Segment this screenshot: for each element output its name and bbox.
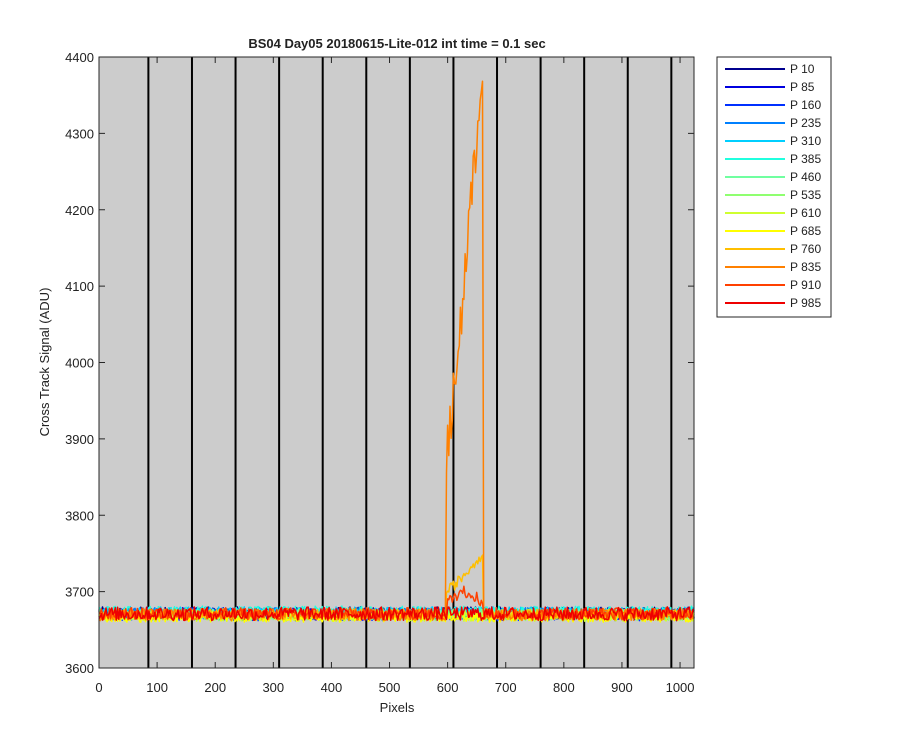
legend-label: P 760 bbox=[790, 242, 821, 256]
y-tick-label: 4100 bbox=[65, 279, 94, 294]
x-tick-label: 500 bbox=[379, 680, 401, 695]
legend-label: P 310 bbox=[790, 134, 821, 148]
x-tick-label: 200 bbox=[204, 680, 226, 695]
y-axis-label: Cross Track Signal (ADU) bbox=[37, 288, 52, 437]
y-tick-label: 4000 bbox=[65, 356, 94, 371]
legend-label: P 85 bbox=[790, 80, 815, 94]
x-tick-label: 1000 bbox=[666, 680, 695, 695]
y-tick-label: 4300 bbox=[65, 126, 94, 141]
legend-box bbox=[716, 56, 832, 318]
x-tick-label: 600 bbox=[437, 680, 459, 695]
legend-label: P 160 bbox=[790, 98, 821, 112]
legend-label: P 610 bbox=[790, 206, 821, 220]
x-tick-label: 100 bbox=[146, 680, 168, 695]
x-tick-label: 400 bbox=[321, 680, 343, 695]
x-tick-label: 800 bbox=[553, 680, 575, 695]
y-tick-label: 4200 bbox=[65, 203, 94, 218]
x-tick-label: 900 bbox=[611, 680, 633, 695]
legend-label: P 985 bbox=[790, 296, 821, 310]
y-tick-label: 4400 bbox=[65, 50, 94, 65]
series-layer bbox=[98, 80, 695, 623]
legend-label: P 685 bbox=[790, 224, 821, 238]
series-line bbox=[98, 606, 695, 622]
x-tick-label: 300 bbox=[262, 680, 284, 695]
legend-label: P 910 bbox=[790, 278, 821, 292]
y-tick-label: 3700 bbox=[65, 585, 94, 600]
y-tick-label: 3900 bbox=[65, 432, 94, 447]
chart-title: BS04 Day05 20180615-Lite-012 int time = … bbox=[248, 36, 545, 51]
x-tick-label: 700 bbox=[495, 680, 517, 695]
legend-label: P 460 bbox=[790, 170, 821, 184]
y-tick-label: 3600 bbox=[65, 661, 94, 676]
legend-label: P 835 bbox=[790, 260, 821, 274]
x-axis: 0 100 200 300 400 500 600 700 800 900 1000 bbox=[95, 57, 695, 695]
legend-label: P 10 bbox=[790, 62, 815, 76]
y-axis: 3600 3700 3800 3900 4000 4100 4200 4300 4400 bbox=[65, 50, 694, 676]
legend-label: P 235 bbox=[790, 116, 821, 130]
vertical-lines bbox=[147, 57, 673, 668]
plot-area bbox=[99, 57, 694, 668]
legend-label: P 385 bbox=[790, 152, 821, 166]
x-tick-label: 0 bbox=[95, 680, 102, 695]
legend: P 10 P 85 P 160 P 235 P 310 P 385 P 460 P 535 P … bbox=[716, 56, 832, 318]
legend-label: P 535 bbox=[790, 188, 821, 202]
x-axis-label: Pixels bbox=[380, 700, 415, 715]
y-tick-label: 3800 bbox=[65, 508, 94, 523]
